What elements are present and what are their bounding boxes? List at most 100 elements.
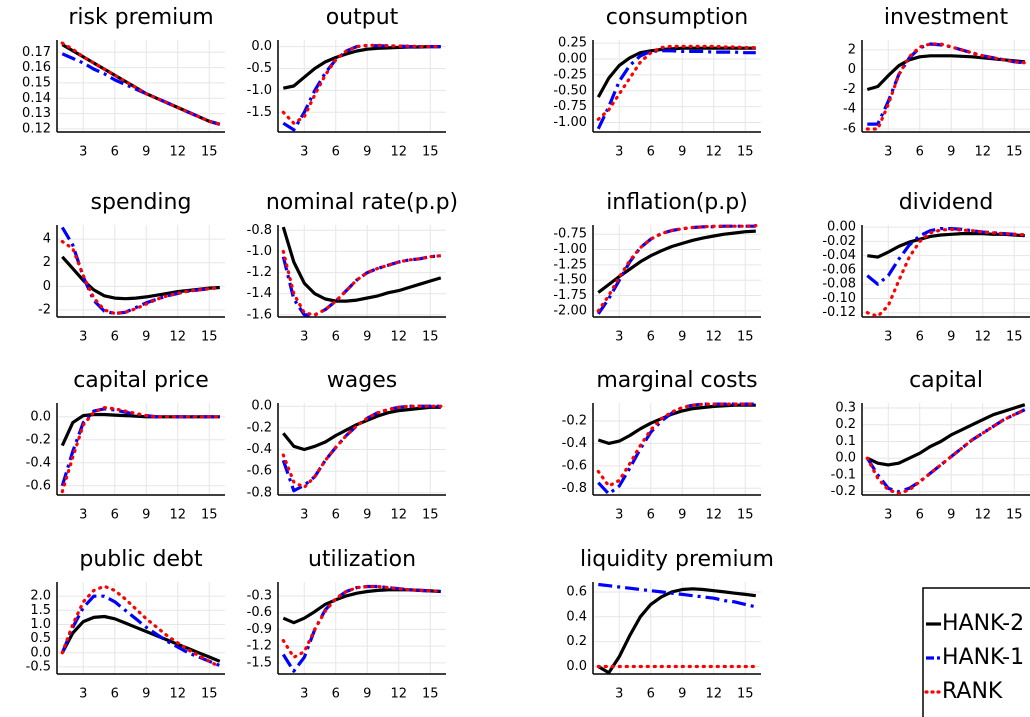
y-tick-label: -0.1 — [831, 467, 856, 482]
y-tick-label: -0.75 — [553, 227, 587, 242]
x-tick-label: 6 — [332, 508, 340, 523]
x-tick-label: 9 — [363, 145, 371, 160]
x-tick-label: 12 — [974, 145, 991, 160]
y-tick-label: -0.5 — [26, 659, 51, 674]
y-tick-label: 0.12 — [22, 121, 51, 136]
series-line — [282, 405, 441, 452]
y-tick-label: -0.4 — [247, 442, 272, 457]
y-tick-label: 0.0 — [566, 659, 587, 674]
series-line — [282, 45, 441, 90]
series-line — [598, 582, 757, 609]
series-line — [60, 614, 221, 663]
y-tick-label: -0.06 — [822, 262, 856, 277]
x-tick-label: 3 — [79, 508, 87, 523]
y-tick-label: -1.50 — [553, 273, 587, 288]
x-tick-label: 12 — [705, 687, 722, 702]
x-tick-label: 15 — [422, 687, 439, 702]
y-tick-label: 0.25 — [558, 36, 587, 51]
y-tick-label: -0.08 — [822, 277, 856, 292]
y-tick-label: -4 — [843, 102, 856, 117]
x-tick-label: 6 — [916, 330, 924, 345]
x-tick-label: 12 — [390, 145, 407, 160]
chart-title: inflation(p.p) — [606, 190, 748, 215]
y-tick-label: -1.00 — [553, 115, 587, 130]
x-tick-label: 12 — [390, 508, 407, 523]
y-tick-label: 0.16 — [22, 60, 51, 75]
x-tick-label: 15 — [737, 508, 754, 523]
x-tick-label: 6 — [332, 330, 340, 345]
y-tick-label: -0.3 — [247, 588, 272, 603]
series-line — [282, 588, 441, 625]
y-tick-label: -1.2 — [247, 639, 272, 654]
y-tick-label: 0.1 — [835, 434, 856, 449]
y-tick-label: 2 — [848, 42, 856, 57]
series-line — [596, 224, 758, 313]
y-tick-label: -0.6 — [562, 458, 587, 473]
x-tick-label: 9 — [947, 508, 955, 523]
chart-title: liquidity premium — [580, 547, 774, 572]
x-tick-label: 3 — [615, 687, 623, 702]
x-tick-label: 3 — [615, 145, 623, 160]
x-tick-label: 6 — [647, 508, 655, 523]
y-tick-label: -0.8 — [247, 223, 272, 238]
x-tick-label: 3 — [300, 508, 308, 523]
x-tick-label: 9 — [142, 145, 150, 160]
chart-title: dividend — [899, 190, 994, 215]
series-line — [281, 249, 443, 317]
series-line — [281, 226, 442, 303]
x-tick-label: 9 — [142, 687, 150, 702]
x-tick-label: 12 — [169, 687, 186, 702]
x-tick-label: 6 — [332, 687, 340, 702]
x-tick-label: 15 — [1006, 330, 1023, 345]
x-tick-label: 9 — [678, 145, 686, 160]
legend-label: HANK-1 — [942, 645, 1024, 670]
y-tick-label: -0.6 — [247, 464, 272, 479]
series-line — [596, 46, 756, 98]
x-tick-label: 9 — [363, 508, 371, 523]
x-tick-label: 12 — [705, 508, 722, 523]
series-line — [60, 412, 220, 447]
x-tick-label: 6 — [647, 687, 655, 702]
series-line — [61, 43, 221, 126]
y-tick-label: -0.4 — [562, 436, 587, 451]
series-line — [597, 403, 756, 445]
x-tick-label: 15 — [1006, 508, 1023, 523]
x-tick-label: 15 — [737, 330, 754, 345]
x-tick-label: 12 — [705, 145, 722, 160]
x-tick-label: 9 — [142, 330, 150, 345]
x-tick-label: 9 — [678, 687, 686, 702]
x-tick-label: 9 — [678, 330, 686, 345]
x-tick-label: 9 — [678, 508, 686, 523]
x-tick-label: 15 — [201, 508, 218, 523]
y-tick-label: -0.04 — [822, 248, 856, 263]
y-tick-label: 1.0 — [30, 617, 51, 632]
y-tick-label: 0.0 — [251, 399, 272, 414]
y-tick-label: -1.00 — [553, 242, 587, 257]
y-tick-label: -0.8 — [247, 485, 272, 500]
series-line — [281, 584, 441, 673]
y-tick-label: -6 — [843, 122, 856, 137]
y-tick-label: 4 — [43, 232, 51, 247]
y-tick-label: -0.6 — [247, 605, 272, 620]
y-tick-label: 0.2 — [566, 634, 587, 649]
series-line — [60, 584, 222, 669]
y-tick-label: -0.4 — [26, 455, 51, 470]
series-line — [282, 44, 441, 132]
y-tick-label: -0.25 — [553, 67, 587, 82]
x-tick-label: 12 — [169, 508, 186, 523]
chart-title: output — [326, 5, 399, 30]
x-tick-label: 6 — [916, 145, 924, 160]
x-tick-label: 6 — [647, 145, 655, 160]
x-tick-label: 3 — [300, 687, 308, 702]
x-tick-label: 15 — [201, 687, 218, 702]
series-line — [597, 587, 756, 675]
y-tick-label: -1.25 — [553, 257, 587, 272]
x-tick-label: 3 — [300, 330, 308, 345]
series-line — [281, 404, 443, 489]
y-tick-label: -1.0 — [247, 83, 272, 98]
y-tick-label: 0.6 — [566, 584, 587, 599]
x-tick-label: 6 — [916, 508, 924, 523]
y-tick-label: -1.4 — [247, 286, 272, 301]
legend-label: RANK — [942, 679, 1003, 704]
x-tick-label: 3 — [884, 330, 892, 345]
